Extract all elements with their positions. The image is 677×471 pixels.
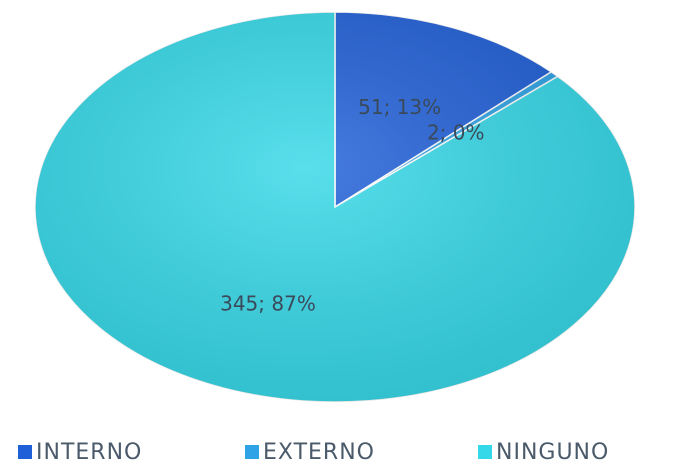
- data-label: 51; 13%: [358, 95, 441, 119]
- legend-swatch: [478, 445, 492, 459]
- legend-label: EXTERNO: [263, 440, 375, 465]
- legend-swatch: [18, 445, 32, 459]
- data-label: 2; 0%: [427, 120, 485, 144]
- data-label: 345; 87%: [220, 292, 316, 316]
- legend-label: NINGUNO: [496, 440, 609, 465]
- legend-label: INTERNO: [36, 440, 142, 465]
- legend-swatch: [245, 445, 259, 459]
